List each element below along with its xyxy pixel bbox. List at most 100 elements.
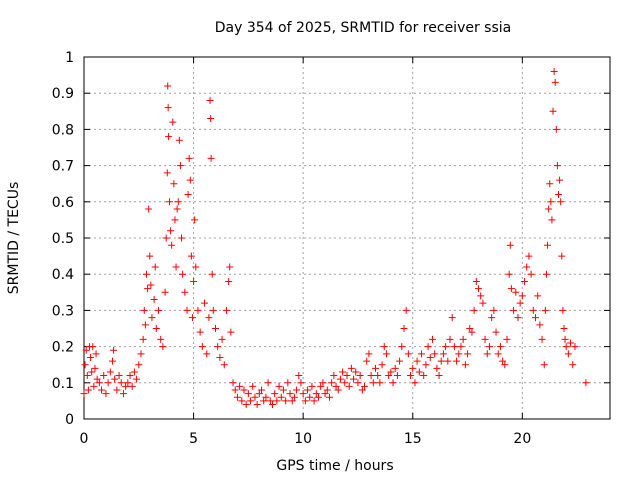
data-point [165, 198, 173, 206]
y-tick-label: 0.7 [52, 159, 74, 175]
data-point [140, 306, 148, 314]
data-point [220, 361, 228, 369]
data-point [186, 176, 194, 184]
data-point [374, 372, 382, 380]
data-point [187, 252, 195, 260]
data-point [369, 379, 377, 387]
data-point [424, 343, 432, 351]
data-point [119, 390, 127, 398]
data-point [260, 397, 268, 405]
data-point [194, 306, 202, 314]
data-point [122, 382, 130, 390]
data-point [387, 368, 395, 376]
data-point [82, 346, 90, 354]
data-point [363, 357, 371, 365]
data-point [553, 162, 561, 170]
data-point [490, 306, 498, 314]
data-point [249, 382, 257, 390]
data-point [352, 368, 360, 376]
data-point [378, 361, 386, 369]
data-point [191, 216, 199, 224]
data-point [277, 393, 285, 401]
data-point [133, 375, 141, 383]
data-point [144, 285, 152, 293]
data-point [354, 379, 362, 387]
data-point [400, 325, 408, 332]
data-point [323, 386, 331, 394]
data-point [561, 335, 569, 343]
data-point [516, 299, 524, 307]
data-point [175, 136, 183, 144]
data-point [336, 375, 344, 383]
data-point [157, 335, 165, 343]
data-point [184, 191, 192, 199]
data-point [457, 343, 465, 351]
data-point [426, 353, 434, 361]
x-tick-label: 20 [513, 431, 531, 447]
data-point [209, 306, 217, 314]
data-point [479, 299, 487, 307]
data-point [541, 306, 549, 314]
data-point [540, 361, 548, 369]
data-point [286, 390, 294, 398]
y-tick-label: 0.2 [52, 340, 74, 356]
data-point [536, 321, 544, 329]
data-point [582, 379, 590, 387]
data-point [521, 277, 529, 285]
data-point [506, 241, 514, 249]
data-point [558, 252, 566, 260]
data-point [567, 339, 575, 347]
data-point [308, 382, 316, 390]
data-point [198, 343, 206, 351]
data-point [117, 379, 125, 387]
data-point [339, 368, 347, 376]
data-point [147, 281, 155, 289]
data-point [242, 401, 250, 409]
data-point [81, 361, 89, 369]
y-tick-label: 1 [65, 50, 74, 66]
data-point [231, 386, 239, 394]
y-tick-label: 0.4 [52, 267, 74, 283]
data-point [361, 382, 369, 390]
x-tick-label: 5 [189, 431, 198, 447]
data-point [518, 292, 526, 300]
data-point [304, 386, 312, 394]
x-tick-label: 0 [80, 431, 89, 447]
data-point [358, 386, 366, 394]
data-point [164, 82, 172, 90]
data-point [93, 375, 101, 383]
data-point [531, 314, 539, 322]
y-tick-label: 0 [65, 412, 74, 428]
data-point [431, 350, 439, 358]
data-point [556, 176, 564, 184]
data-point [507, 285, 515, 293]
data-point [475, 285, 482, 293]
data-point [544, 241, 552, 249]
data-point [345, 382, 353, 390]
data-point [253, 401, 261, 409]
data-point [203, 350, 211, 358]
data-point [225, 277, 233, 285]
data-point [207, 115, 215, 123]
data-point [450, 343, 458, 351]
data-point [141, 321, 149, 329]
data-point [315, 393, 323, 401]
data-point [258, 386, 266, 394]
data-point [548, 216, 556, 224]
data-point [176, 162, 184, 170]
data-point [108, 357, 116, 365]
data-point [165, 133, 173, 141]
data-point [420, 372, 428, 380]
data-point [559, 306, 567, 314]
data-point [525, 252, 533, 260]
data-point [347, 364, 355, 372]
data-point [325, 393, 333, 401]
data-point [155, 306, 163, 314]
data-point [167, 227, 175, 235]
data-point [146, 252, 154, 260]
data-point [88, 368, 96, 376]
data-point [295, 372, 303, 380]
data-point [236, 382, 244, 390]
data-point [169, 118, 177, 126]
